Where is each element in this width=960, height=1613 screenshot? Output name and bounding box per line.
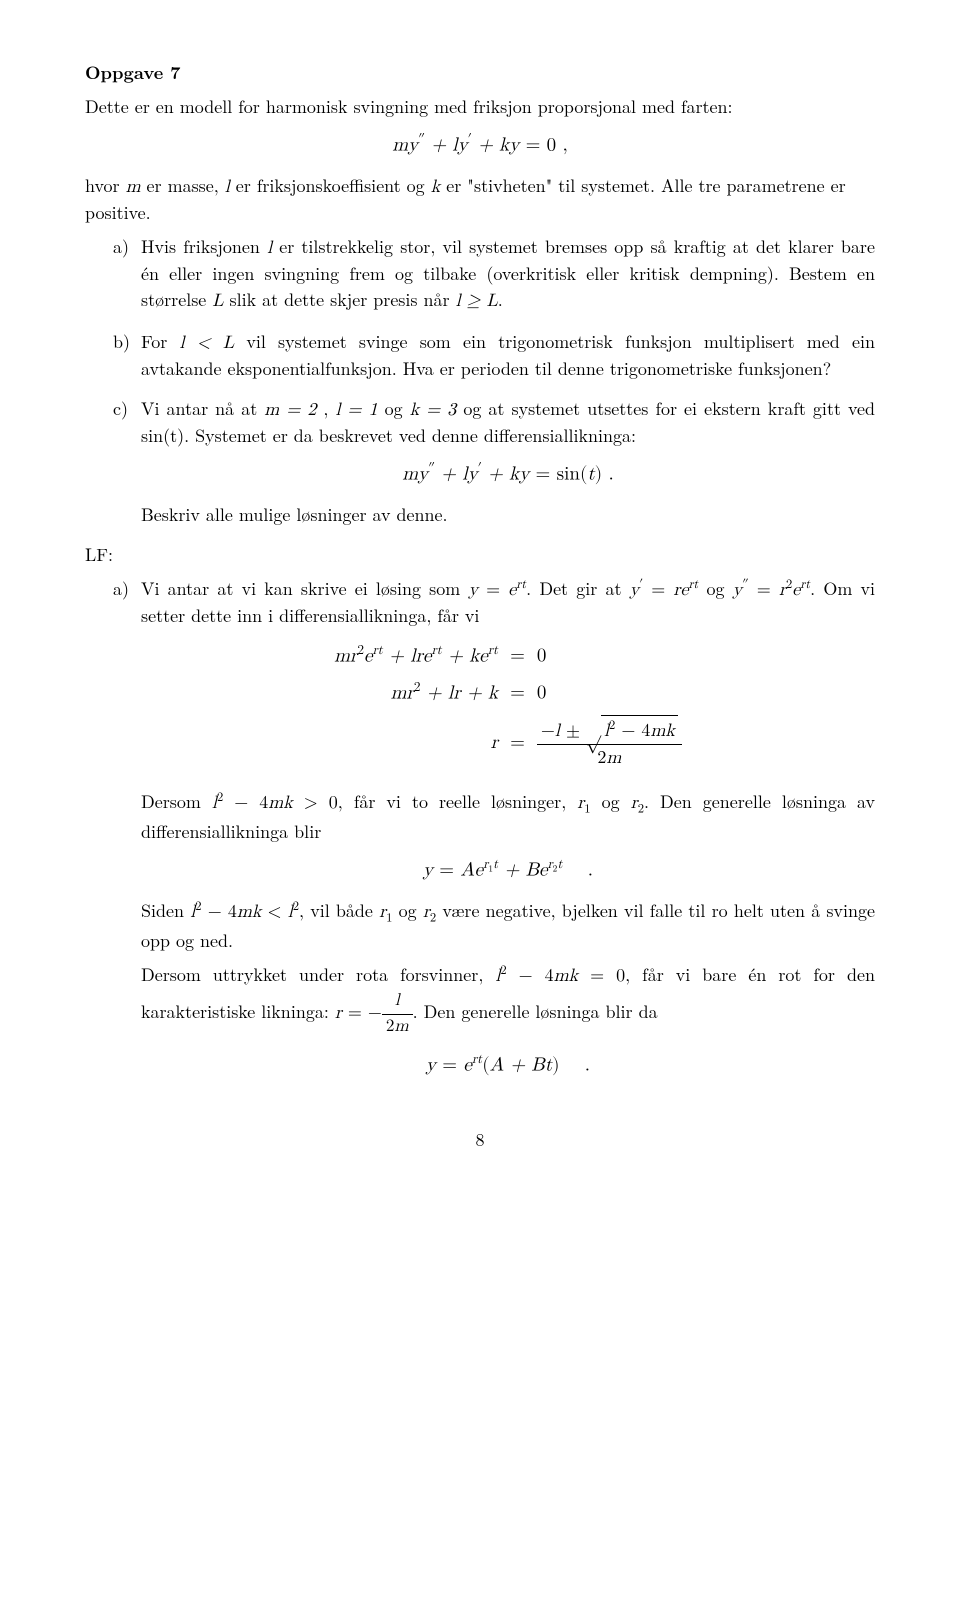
equation-4: y = ert(A + Bt) . (141, 1050, 875, 1079)
la-cgt: l2 − 4mk > 0 (212, 794, 338, 812)
la-yp: y′ = rert (630, 581, 699, 599)
item-c-body: Vi antar nå at m = 2 , l = 1 og k = 3 og… (141, 396, 875, 528)
la-ceq: l2 − 4mk = 0 (495, 967, 625, 985)
la-r1: r1 (577, 794, 590, 812)
la-t5a: Dersom (141, 789, 212, 814)
la-t6a: Siden (141, 898, 190, 923)
la-ypp: y″ = r2ert (733, 581, 810, 599)
la-t1: Vi antar at vi kan skrive ei løsing som (141, 576, 468, 601)
item-c: c) Vi antar nå at m = 2 , l = 1 og k = 3… (113, 396, 875, 528)
equation-system: mr2ert + lrert + kert = 0 mr2 + lr + k =… (328, 637, 688, 775)
var-k: k (431, 178, 441, 196)
equation-2: my″ + ly′ + ky = sin(t) . (141, 459, 875, 488)
item-b-body: For l < L vil systemet svinge som ein tr… (141, 329, 875, 382)
b-t1: For (141, 329, 180, 354)
la-r1b: r1 (379, 903, 392, 921)
page-number: 8 (85, 1127, 875, 1153)
a-t3: slik at dette skjer presis når (224, 287, 456, 312)
la-t6c: og (392, 898, 422, 923)
la-r2: r2 (631, 794, 644, 812)
la-t5b: , får vi to reelle løsninger, (338, 789, 577, 814)
item-b-label: b) (113, 329, 141, 382)
equation-1: my″ + ly′ + ky = 0 , (85, 130, 875, 159)
la-p5: Dersom l2 − 4mk > 0, får vi to reelle lø… (141, 789, 875, 845)
c-t2: , (316, 396, 335, 421)
intro-2a: hvor (85, 173, 126, 198)
la-t7c: . Den generelle løsninga blir da (413, 999, 658, 1024)
c-t5: . Systemet er da beskrevet ved denne dif… (184, 423, 636, 448)
title-text: Oppgave 7 (85, 60, 180, 85)
c-t3: og (378, 396, 410, 421)
item-b: b) For l < L vil systemet svinge som ein… (113, 329, 875, 382)
var-m: m (126, 178, 141, 196)
c-t4: og at systemet utsettes for ei ekstern k… (456, 396, 875, 421)
la-p7: Dersom uttrykket under rota forsvinner, … (141, 962, 875, 1040)
a-L: L (212, 292, 223, 310)
sol-a-label: a) (113, 576, 141, 1093)
la-p6: Siden l2 − 4mk < l2, vil både r1 og r2 v… (141, 898, 875, 954)
la-t5c: og (591, 789, 631, 814)
c-m2: m = 2 (264, 401, 316, 419)
item-a-body: Hvis friksjonen l er tilstrekkelig stor,… (141, 234, 875, 314)
c-t1: Vi antar nå at (141, 396, 264, 421)
frac-num-l: l (395, 992, 400, 1009)
la-t3: og (698, 576, 732, 601)
sol-a-body: Vi antar at vi kan skrive ei løsing som … (141, 576, 875, 1093)
c-l1: l = 1 (336, 401, 378, 419)
intro-2b: er masse, (141, 173, 225, 198)
a-t4: . (498, 287, 503, 312)
la-t2: . Det gir at (526, 576, 630, 601)
la-yert: y = ert (468, 581, 526, 599)
intro-text-1: Dette er en modell for harmonisk svingni… (85, 94, 733, 119)
intro-2c: er friksjonskoeffisient og (230, 173, 431, 198)
equation-3: y = Aer1t + Ber2t . (141, 855, 875, 884)
title: Oppgave 7 (85, 60, 875, 86)
la-req: r = −l2m (335, 1004, 413, 1022)
b-t2: vil systemet svinge som ein trigonometri… (141, 329, 875, 381)
a-lgeL: l ≥ L (456, 292, 498, 310)
sol-item-a: a) Vi antar at vi kan skrive ei løsing s… (113, 576, 875, 1093)
la-clt: l2 − 4mk < l2 (190, 903, 299, 921)
item-a-label: a) (113, 234, 141, 314)
c-sint: sin(t) (141, 423, 184, 448)
item-c-label: c) (113, 396, 141, 528)
c-t6: Beskriv alle mulige løsninger av denne. (141, 502, 448, 527)
intro-para-1: Dette er en modell for harmonisk svingni… (85, 94, 875, 120)
b-lltL: l < L (180, 334, 235, 352)
la-t6b: , vil både (299, 898, 379, 923)
intro-para-2: hvor m er masse, l er friksjonskoeffisie… (85, 173, 875, 226)
c-k3: k = 3 (410, 401, 457, 419)
la-r2b: r2 (423, 903, 436, 921)
lf-label: LF: (85, 542, 875, 568)
a-t1: Hvis friksjonen (141, 234, 267, 259)
la-t7a: Dersom uttrykket under rota forsvinner, (141, 962, 495, 987)
item-a: a) Hvis friksjonen l er tilstrekkelig st… (113, 234, 875, 314)
